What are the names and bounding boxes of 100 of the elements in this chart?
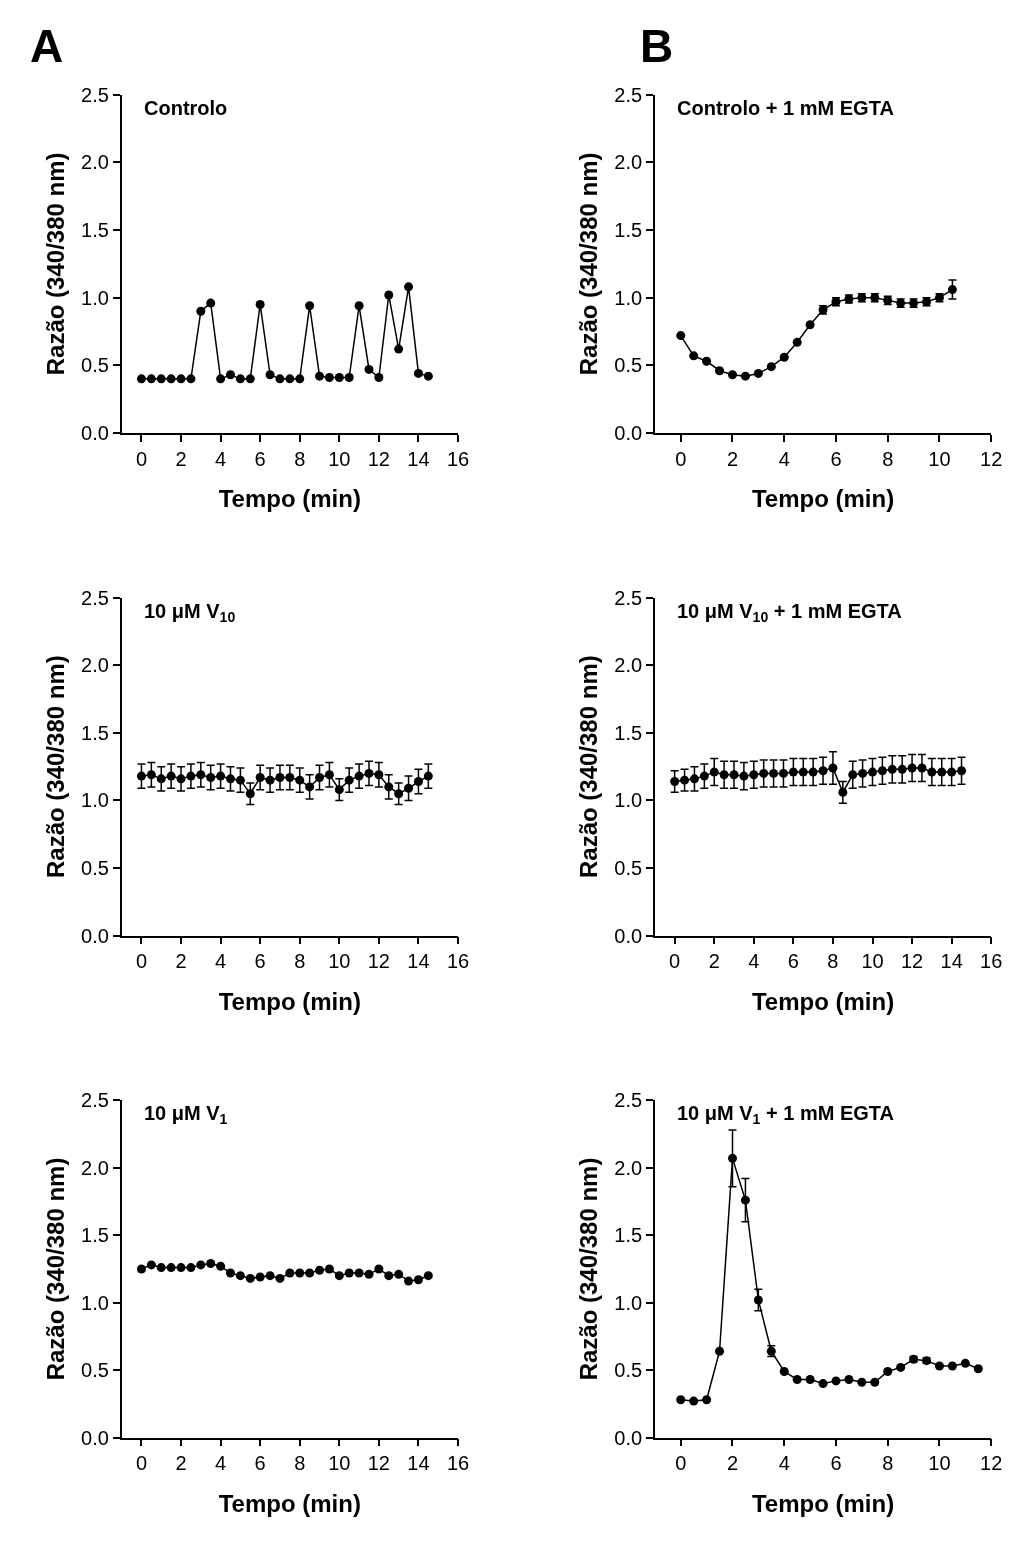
point bbox=[413, 368, 423, 378]
x-tick-label: 10 bbox=[328, 950, 351, 973]
point bbox=[792, 1375, 802, 1385]
x-tick-label: 4 bbox=[778, 1452, 790, 1475]
point bbox=[166, 1263, 176, 1273]
y-tick-label: 2.5 bbox=[81, 586, 109, 609]
y-axis-title: Razão (340/380 nm) bbox=[41, 1157, 69, 1381]
x-axis-title: Tempo (min) bbox=[751, 1490, 895, 1518]
x-tick-label: 10 bbox=[928, 447, 951, 470]
point bbox=[868, 767, 877, 777]
point bbox=[740, 371, 750, 381]
x-tick-label: 8 bbox=[294, 950, 306, 973]
point bbox=[275, 1273, 285, 1283]
point bbox=[334, 1271, 344, 1281]
point bbox=[324, 1264, 334, 1274]
y-tick-label: 1.0 bbox=[81, 789, 109, 812]
point bbox=[702, 356, 712, 366]
x-tick-label: 14 bbox=[940, 950, 963, 973]
y-tick-label: 0.5 bbox=[614, 354, 643, 377]
x-tick-label: 12 bbox=[980, 447, 1003, 470]
point bbox=[354, 1268, 364, 1278]
point bbox=[957, 766, 967, 776]
point bbox=[216, 771, 226, 781]
y-tick-label: 1.5 bbox=[614, 1224, 643, 1247]
point bbox=[818, 766, 828, 776]
x-tick-label: 6 bbox=[254, 950, 266, 973]
point bbox=[265, 370, 275, 380]
point bbox=[947, 767, 957, 777]
point bbox=[384, 1271, 394, 1281]
point bbox=[334, 785, 344, 795]
point bbox=[719, 770, 729, 780]
y-tick-label: 0.0 bbox=[81, 421, 109, 444]
point bbox=[413, 777, 423, 787]
point bbox=[877, 766, 887, 776]
y-tick-label: 0.5 bbox=[81, 857, 109, 880]
x-tick-label: 2 bbox=[726, 447, 739, 470]
point bbox=[689, 774, 699, 784]
point bbox=[265, 775, 275, 785]
x-tick-label: 0 bbox=[135, 447, 148, 470]
point bbox=[680, 775, 690, 785]
point bbox=[255, 1272, 265, 1282]
x-tick-label: 6 bbox=[254, 447, 266, 470]
x-tick-label: 2 bbox=[175, 447, 187, 470]
point bbox=[206, 1259, 216, 1269]
chart-title: Controlo bbox=[144, 97, 228, 119]
point bbox=[235, 775, 245, 785]
point bbox=[870, 1377, 880, 1387]
point bbox=[226, 370, 235, 380]
point bbox=[186, 374, 196, 384]
x-tick-label: 0 bbox=[675, 1452, 687, 1475]
point bbox=[423, 771, 433, 781]
chart-title: 10 μM V$_{10}$ + 1 mM EGTA bbox=[677, 600, 902, 626]
point bbox=[828, 763, 838, 773]
point bbox=[196, 1260, 206, 1270]
x-tick-label: 2 bbox=[726, 1452, 739, 1475]
point bbox=[324, 372, 334, 382]
point bbox=[206, 772, 216, 782]
point bbox=[364, 364, 374, 374]
x-tick-label: 0 bbox=[675, 447, 687, 470]
point bbox=[166, 374, 176, 384]
point bbox=[245, 789, 255, 799]
point bbox=[374, 770, 384, 780]
point bbox=[937, 767, 947, 777]
point bbox=[305, 301, 315, 311]
x-tick-label: 4 bbox=[748, 950, 760, 973]
chart-title: 10 μM V$_{1}$ + 1 mM EGTA bbox=[677, 1102, 894, 1128]
point bbox=[136, 771, 146, 781]
point bbox=[176, 1263, 186, 1273]
point bbox=[423, 371, 433, 381]
point bbox=[848, 770, 858, 780]
y-tick-label: 1.5 bbox=[614, 219, 643, 242]
point bbox=[186, 1263, 196, 1273]
point bbox=[156, 374, 166, 384]
point bbox=[374, 372, 384, 382]
point bbox=[226, 1268, 235, 1278]
point bbox=[156, 1263, 166, 1273]
y-tick-label: 2.0 bbox=[614, 1156, 643, 1179]
point bbox=[798, 767, 808, 777]
point bbox=[844, 1375, 854, 1385]
point bbox=[196, 770, 206, 780]
y-tick-label: 1.0 bbox=[614, 789, 643, 812]
point bbox=[740, 1195, 750, 1205]
x-tick-label: 10 bbox=[861, 950, 884, 973]
y-tick-label: 0.0 bbox=[614, 421, 643, 444]
x-tick-label: 8 bbox=[294, 447, 306, 470]
y-axis-title: Razão (340/380 nm) bbox=[574, 152, 602, 376]
y-tick-label: 0.5 bbox=[614, 1359, 643, 1382]
point bbox=[136, 374, 146, 384]
x-tick-label: 4 bbox=[215, 1452, 227, 1475]
point bbox=[344, 1268, 354, 1278]
x-tick-label: 10 bbox=[928, 1452, 951, 1475]
x-tick-label: 6 bbox=[254, 1452, 266, 1475]
y-tick-label: 1.0 bbox=[81, 1291, 109, 1314]
x-tick-label: 8 bbox=[294, 1452, 306, 1475]
point bbox=[897, 764, 907, 774]
point bbox=[715, 366, 725, 376]
y-tick-label: 2.5 bbox=[81, 83, 109, 106]
point bbox=[792, 337, 802, 347]
x-axis-title: Tempo (min) bbox=[751, 485, 895, 513]
point bbox=[265, 1271, 275, 1281]
